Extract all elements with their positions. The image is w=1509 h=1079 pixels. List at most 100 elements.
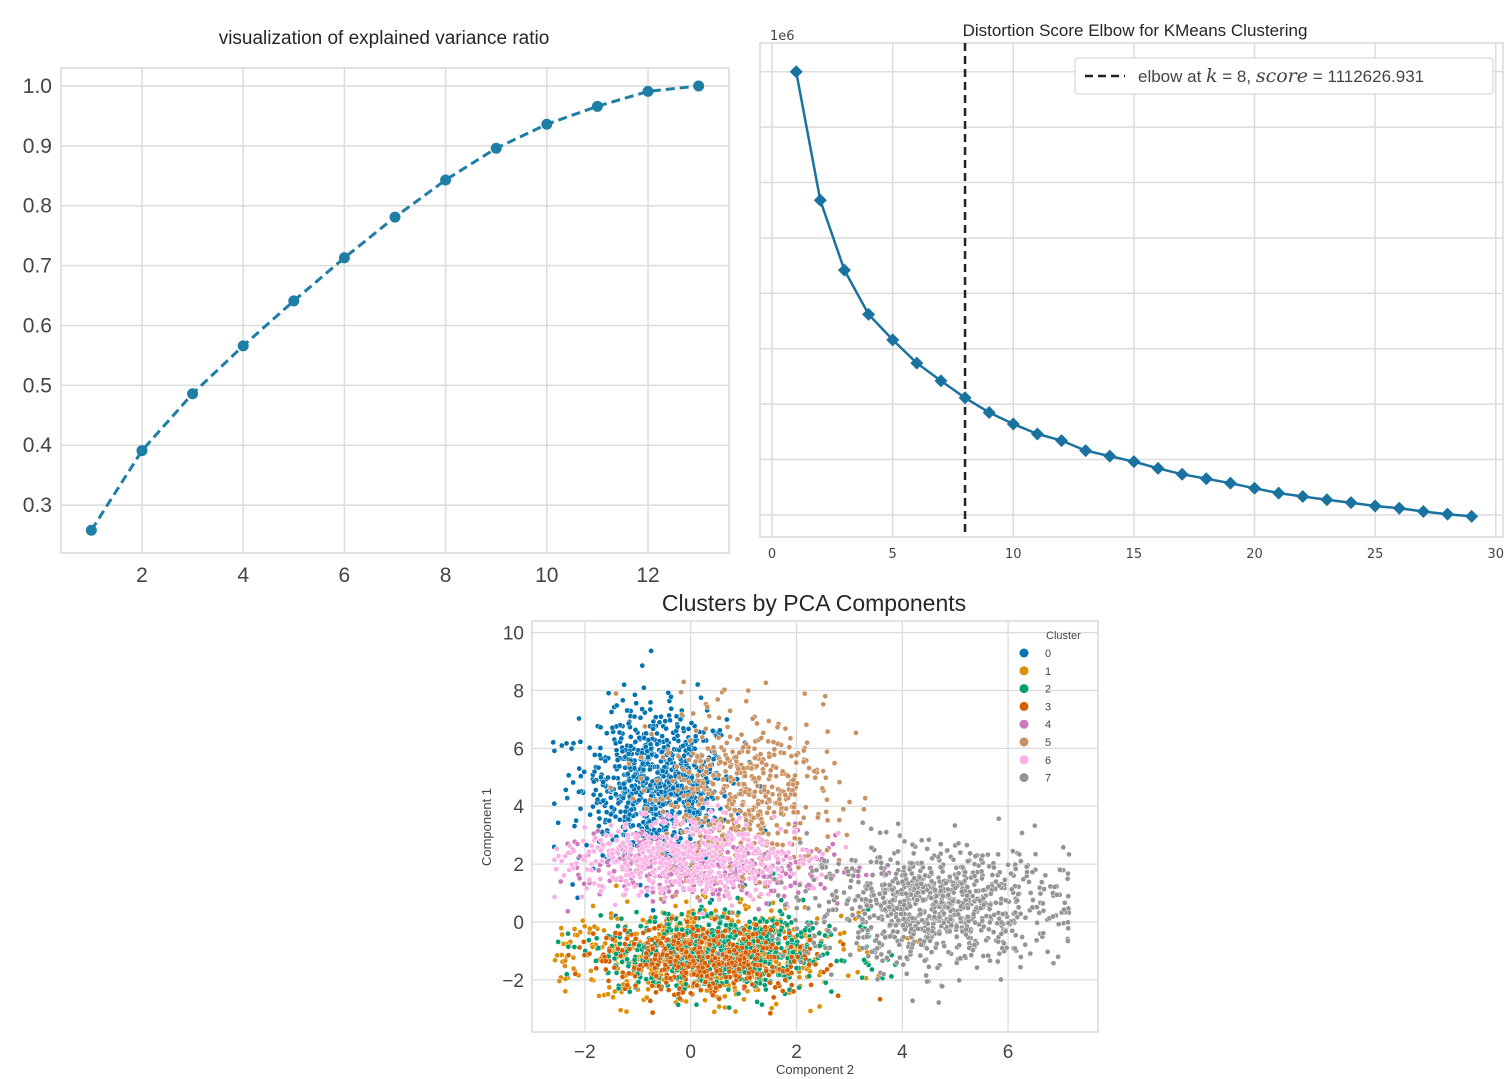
pca-data-point [780,952,786,959]
pca-data-point [1029,869,1036,875]
pca-data-point [658,859,664,866]
pca-data-point [828,988,835,995]
pca-data-point [673,834,680,840]
pca-data-point [704,704,711,710]
pca-data-point [565,930,571,937]
pca-data-point [763,679,769,686]
elbow-data-point [1368,499,1382,513]
pca-data-point [686,886,693,893]
pca-data-point [656,865,663,871]
pca-data-point [615,828,622,835]
pca-data-point [805,848,811,855]
pca-data-point [653,778,660,784]
pca-data-point [827,962,834,969]
pca-data-point [797,820,804,827]
pca-data-point [865,953,872,960]
pca-data-point [616,763,623,770]
pca-data-point [1065,870,1071,877]
pca-data-point [694,809,701,816]
pca-data-point [814,814,821,821]
pca-data-point [644,887,651,894]
pca-data-point [1018,954,1024,960]
pca-data-point [729,909,736,916]
pca-data-point [973,878,980,884]
pca-data-point [764,809,771,816]
pca-data-point [724,724,731,730]
pca-data-point [557,878,564,885]
pca-data-point [728,879,735,885]
pca-data-point [859,974,865,981]
pca-data-point [720,786,727,792]
pca-data-point [715,772,722,778]
pca-data-point [778,897,785,904]
pca-data-point [615,945,621,952]
pca-data-point [591,880,598,887]
pca-data-point [785,863,792,870]
pca-data-point [615,923,621,929]
pca-data-point [726,968,733,975]
pca-data-point [606,817,613,824]
pca-data-point [593,957,599,964]
pca-data-point [688,720,695,726]
pca-data-point [793,965,800,971]
pca-data-point [706,850,712,857]
pca-data-point [952,822,958,829]
pca-data-point [918,941,924,948]
pca-data-point [704,973,710,979]
pca-data-point [709,971,716,978]
pca-data-point [595,945,602,951]
pca-data-point [588,967,594,974]
pca-data-point [607,811,614,818]
pca-data-point [692,915,699,922]
pca-data-point [652,819,659,826]
pca-data-point [724,849,731,856]
pca-data-point [609,724,616,731]
pca-data-point [711,916,718,922]
pca-data-point [649,869,656,876]
pca-data-point [609,850,616,857]
pca-data-point [659,833,666,840]
pca-data-point [803,830,810,837]
pca-data-point [705,834,712,840]
pca-data-point [781,893,788,899]
pca-data-point [777,801,783,807]
pca-data-point [994,958,1001,965]
pca-data-point [765,853,772,859]
pca-data-point [711,937,717,944]
pca-data-point [677,920,683,926]
pca-data-point [673,926,680,933]
pca-data-point [732,972,739,979]
pca-data-point [640,766,647,773]
pca-data-point [980,895,987,902]
pca-data-point [612,902,618,908]
pca-data-point [958,880,965,887]
elbow-data-point [1296,489,1310,503]
pca-data-point [1020,876,1027,883]
pca-data-point [642,797,648,804]
pca-data-point [770,739,777,745]
pca-data-point [775,866,782,873]
pca-data-point [806,765,812,771]
pca-data-point [650,907,656,914]
pca-data-point [729,801,736,808]
pca-data-point [794,925,800,932]
pca-data-point [819,851,826,857]
pca-data-point [962,869,969,876]
pca-data-point [765,972,772,979]
pca-data-point [945,949,952,955]
pca-data-point [658,713,664,720]
pca-data-point [749,862,756,869]
pca-data-point [1044,948,1051,955]
variance-x-tick-label: 12 [636,564,659,587]
pca-data-point [895,820,901,827]
pca-data-point [588,842,595,849]
pca-data-point [681,870,688,877]
pca-data-point [740,865,747,872]
pca-data-point [840,946,847,953]
pca-data-point [914,897,921,903]
pca-data-point [746,974,753,981]
pca-data-point [598,774,604,781]
pca-data-point [769,941,776,948]
pca-data-point [680,932,687,938]
pca-data-point [1031,822,1038,829]
